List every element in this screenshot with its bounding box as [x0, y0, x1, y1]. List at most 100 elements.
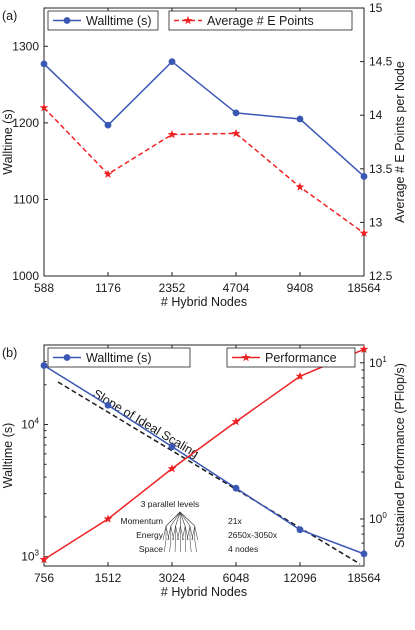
inset-branch: [162, 525, 167, 541]
x-tick-label: 2352: [159, 281, 186, 295]
inset-count-label: 21x: [228, 516, 242, 526]
legend-box-1: [47, 347, 191, 368]
y2-axis-label: Sustained Performance (PFlop/s): [393, 363, 407, 548]
series-line-2: [43, 107, 365, 234]
x-tick-label: 588: [34, 281, 54, 295]
y2-tick-label: 13.5: [369, 162, 393, 176]
legend-marker-2: [183, 15, 193, 25]
panel-a: 588 1176 2352 4704 9408 18564 # Hybrid Nodes 10…: [1, 1, 407, 309]
legend-marker-1: [63, 17, 71, 24]
y2-tick-label: 100: [369, 511, 387, 526]
data-point-series-1: [168, 443, 176, 451]
y-tick-label: 1100: [13, 192, 39, 206]
inset-branch: [189, 539, 192, 553]
x-axis-label: # Hybrid Nodes: [161, 295, 247, 309]
y-tick-label: 1300: [12, 39, 39, 53]
inset-branch: [194, 539, 197, 553]
inset-branch: [189, 525, 194, 541]
legend-box-1: [47, 10, 159, 31]
data-point-series-2: [39, 554, 49, 564]
inset-branch: [186, 525, 191, 541]
inset-branch: [170, 525, 175, 541]
x-tick-label: 1512: [95, 571, 122, 585]
data-point-series-1: [296, 526, 304, 534]
inset-branch: [170, 511, 181, 527]
data-point-series-1: [296, 115, 304, 123]
inset-branch: [165, 525, 170, 541]
inset-count-label: 4 nodes: [228, 544, 258, 554]
legend-marker-2: [241, 352, 251, 362]
inset-level-label: Space: [139, 544, 163, 554]
plot-frame: [43, 344, 365, 567]
y2-axis-label: Average # E Points per Node: [393, 61, 407, 223]
y-tick-label: 1000: [12, 269, 39, 283]
inset-branch: [179, 511, 196, 527]
series-line-2: [43, 348, 365, 561]
ideal-scaling-line: [57, 381, 361, 565]
legend-box-2: [226, 347, 356, 368]
inset-branch: [179, 511, 191, 527]
data-point-series-2: [295, 371, 305, 380]
data-point-series-2: [359, 344, 369, 353]
legend-label-2: Performance: [265, 351, 337, 365]
inset-branch: [179, 511, 186, 527]
inset-branch: [165, 511, 181, 527]
inset-branch: [175, 511, 181, 527]
x-tick-label: 18564: [347, 281, 381, 295]
y2-tick-label: 101: [369, 355, 387, 370]
inset-branch: [181, 525, 186, 541]
y2-tick-label: 14.5: [369, 55, 393, 69]
data-point-series-2: [39, 103, 49, 112]
y-tick-label: 104: [21, 417, 39, 432]
y2-tick-label: 12.5: [369, 269, 393, 283]
inset-branch: [184, 525, 189, 541]
inset-branch: [167, 525, 172, 541]
data-point-series-1: [104, 121, 112, 129]
inset-branch: [172, 525, 176, 541]
x-tick-label: 9408: [287, 281, 314, 295]
data-point-series-1: [40, 362, 48, 369]
legend-marker-1: [63, 354, 71, 361]
data-point-series-2: [103, 169, 113, 178]
data-point-series-2: [167, 464, 177, 473]
x-tick-label: 4704: [223, 281, 250, 295]
series-line-1: [43, 364, 365, 555]
x-tick-label: 1176: [95, 281, 121, 295]
series-line-1: [43, 60, 365, 178]
y-axis-label: Walltime (s): [1, 109, 15, 175]
data-point-series-1: [360, 173, 368, 180]
y2-tick-label: 15: [369, 1, 383, 15]
inset-branch: [184, 539, 187, 553]
panel-b: 756 1512 3024 6048 12096 18564 # Hybrid Nodes 1…: [1, 344, 407, 599]
y-axis-label: Walltime (s): [1, 423, 15, 489]
legend-label-2: Average # E Points: [207, 14, 314, 28]
plot-frame: [43, 7, 365, 277]
data-point-series-2: [231, 417, 241, 426]
data-point-series-2: [359, 228, 369, 237]
inset-branch: [174, 539, 176, 553]
ideal-scaling-label: Slope of Ideal Scaling: [90, 387, 201, 461]
inset-branch: [163, 539, 167, 553]
inset-branch: [191, 525, 196, 541]
x-axis-label: # Hybrid Nodes: [161, 585, 247, 599]
data-point-series-1: [40, 60, 48, 68]
inset-title: 3 parallel levels: [141, 499, 200, 509]
legend-box-2: [168, 10, 353, 31]
legend-label-1: Walltime (s): [86, 351, 152, 365]
inset-branch: [177, 525, 181, 541]
data-point-series-2: [231, 128, 241, 138]
data-point-series-1: [104, 401, 112, 409]
inset-branch: [180, 525, 184, 541]
data-point-series-1: [168, 58, 176, 65]
legend-label-1: Walltime (s): [86, 14, 152, 28]
x-tick-label: 756: [34, 571, 54, 585]
x-tick-label: 3024: [159, 571, 186, 585]
inset-branch: [169, 539, 172, 553]
data-point-series-1: [360, 550, 368, 558]
data-point-series-2: [103, 514, 113, 523]
inset-level-label: Energy: [136, 530, 164, 540]
y-tick-label: 1200: [12, 116, 39, 130]
x-tick-label: 6048: [223, 571, 250, 585]
inset-branch: [194, 525, 199, 541]
